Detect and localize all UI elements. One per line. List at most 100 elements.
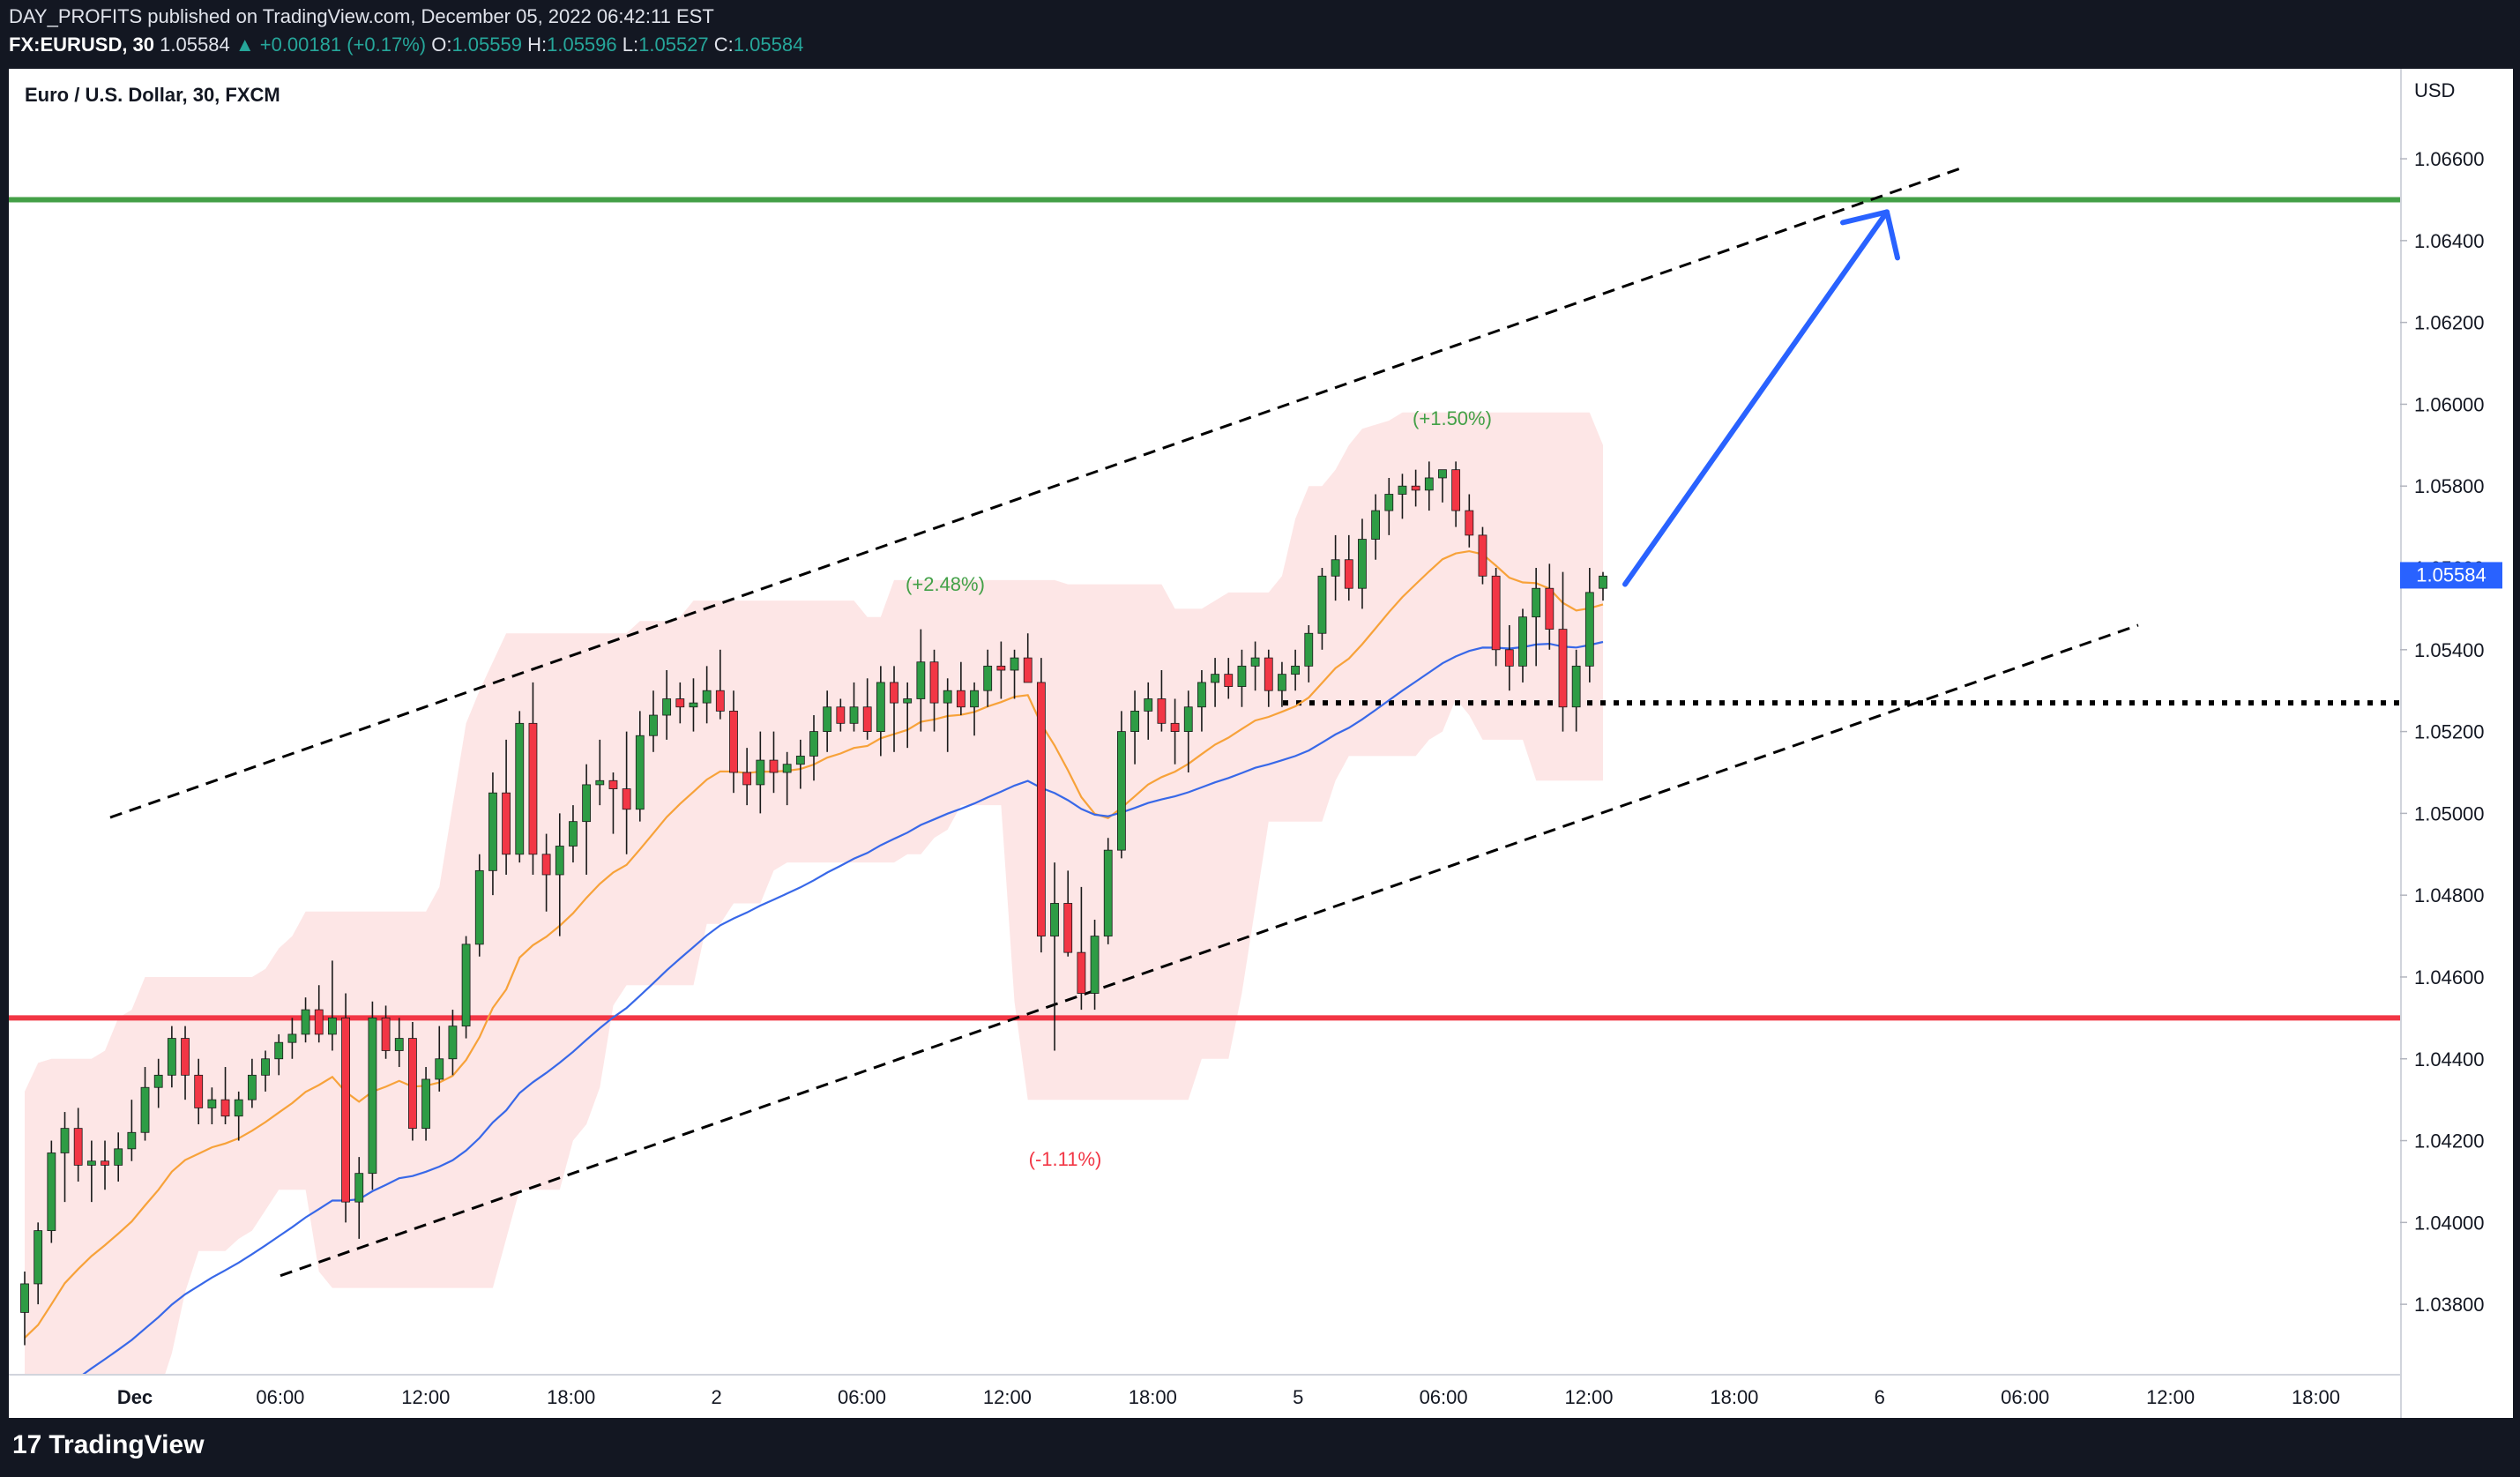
candle-body bbox=[1237, 665, 1247, 687]
publisher-line: DAY_PROFITS published on TradingView.com… bbox=[9, 5, 714, 27]
candle-body bbox=[876, 682, 885, 732]
candle-body bbox=[1424, 477, 1434, 491]
candle-body bbox=[368, 1017, 377, 1175]
time-tick-label: 2 bbox=[711, 1386, 721, 1408]
candle-body bbox=[916, 661, 926, 699]
high-label: H: bbox=[527, 34, 548, 56]
candle-body bbox=[394, 1038, 404, 1051]
candle-body bbox=[1398, 485, 1407, 495]
tradingview-logo-icon: 17 bbox=[12, 1430, 42, 1459]
candle-body bbox=[408, 1038, 417, 1130]
candle-body bbox=[1304, 632, 1314, 667]
candle-body bbox=[301, 1009, 310, 1035]
candle-body bbox=[1384, 494, 1394, 511]
candle-body bbox=[769, 759, 779, 773]
candle-body bbox=[181, 1038, 190, 1076]
candle-body bbox=[729, 711, 738, 773]
candle-body bbox=[220, 1099, 230, 1117]
candle-body bbox=[73, 1128, 83, 1166]
candle-body bbox=[86, 1160, 96, 1166]
candle-body bbox=[1170, 722, 1180, 732]
candle-body bbox=[1211, 674, 1219, 683]
candle-body bbox=[421, 1078, 430, 1130]
candle-body bbox=[756, 759, 765, 786]
candle-body bbox=[1063, 903, 1073, 953]
price-tick-label: 1.04400 bbox=[2414, 1048, 2485, 1070]
candle-body bbox=[1090, 936, 1100, 994]
candle-body bbox=[1077, 951, 1086, 994]
time-tick-label: 18:00 bbox=[547, 1386, 595, 1408]
candle-body bbox=[261, 1058, 270, 1076]
candle-body bbox=[595, 780, 605, 786]
time-tick-label: 06:00 bbox=[838, 1386, 886, 1408]
candle-body bbox=[1050, 903, 1059, 936]
candle-body bbox=[1451, 469, 1461, 511]
candle-body bbox=[1278, 674, 1286, 691]
candle-body bbox=[1571, 665, 1581, 708]
brand-name: TradingView bbox=[48, 1430, 205, 1459]
candle-body bbox=[1183, 706, 1193, 732]
price-tick-label: 1.05400 bbox=[2414, 639, 2485, 661]
candle-body bbox=[167, 1038, 176, 1076]
candle-body bbox=[836, 706, 846, 724]
candle-body bbox=[635, 735, 645, 810]
candle-body bbox=[1465, 510, 1474, 536]
candle-body bbox=[1250, 657, 1260, 667]
candle-body bbox=[34, 1230, 43, 1285]
candle-body bbox=[1116, 731, 1126, 851]
close-value: 1.05584 bbox=[733, 34, 804, 56]
candle-body bbox=[287, 1033, 297, 1043]
candle-body bbox=[1157, 698, 1167, 724]
candle-body bbox=[849, 706, 859, 724]
price-tick-label: 1.04000 bbox=[2414, 1212, 2485, 1234]
time-axis[interactable] bbox=[9, 1374, 2400, 1420]
candle-body bbox=[1264, 657, 1273, 691]
candle-body bbox=[541, 854, 551, 876]
candle-body bbox=[823, 706, 832, 732]
plot-group bbox=[9, 165, 2400, 1374]
candle-body bbox=[795, 756, 805, 765]
candle-body bbox=[1411, 485, 1420, 491]
candle-body bbox=[956, 690, 966, 708]
candle-body bbox=[341, 1017, 350, 1203]
candle-body bbox=[327, 1017, 337, 1035]
candle-body bbox=[608, 780, 618, 789]
symbol-label: FX:EURUSD, 30 bbox=[9, 34, 155, 56]
channel-lower-line bbox=[280, 623, 2139, 1278]
candle-body bbox=[207, 1099, 217, 1108]
candle-body bbox=[1144, 698, 1153, 712]
price-tick-label: 1.06600 bbox=[2414, 148, 2485, 170]
candle-body bbox=[194, 1074, 204, 1108]
candle-body bbox=[1344, 559, 1353, 589]
price-tick-label: 1.04800 bbox=[2414, 884, 2485, 906]
candle-body bbox=[742, 772, 752, 786]
candle-body bbox=[140, 1086, 150, 1133]
annotation-gain-2: (+1.50%) bbox=[1413, 407, 1492, 429]
chart-legend-title: Euro / U.S. Dollar, 30, FXCM bbox=[25, 84, 280, 106]
candle-body bbox=[970, 690, 979, 708]
candle-body bbox=[381, 1017, 391, 1051]
candle-body bbox=[488, 792, 497, 871]
candle-body bbox=[862, 706, 872, 732]
candle-body bbox=[689, 702, 698, 708]
candle-body bbox=[622, 788, 631, 810]
candle-body bbox=[274, 1041, 284, 1060]
candle-body bbox=[675, 698, 685, 708]
candle-body bbox=[662, 698, 672, 716]
volatility-band bbox=[25, 412, 1603, 1374]
target-arrow-shaft bbox=[1622, 209, 1890, 587]
candle-body bbox=[782, 764, 792, 773]
ohlc-line: FX:EURUSD, 30 1.05584 ▲ +0.00181 (+0.17%… bbox=[9, 34, 803, 56]
candle-body bbox=[1010, 657, 1019, 671]
candle-body bbox=[555, 846, 564, 876]
candle-body bbox=[1558, 629, 1568, 708]
current-price-label: 1.05584 bbox=[2416, 563, 2486, 586]
candle-body bbox=[1478, 534, 1487, 577]
candle-body bbox=[60, 1128, 70, 1153]
price-tick-label: 1.04200 bbox=[2414, 1130, 2485, 1153]
tradingview-logo: 17 TradingView bbox=[12, 1430, 205, 1460]
footer-bar bbox=[0, 1418, 2520, 1477]
ema-slow-line bbox=[82, 640, 1604, 1374]
candle-body bbox=[515, 722, 525, 855]
price-axis[interactable] bbox=[2400, 69, 2513, 1418]
